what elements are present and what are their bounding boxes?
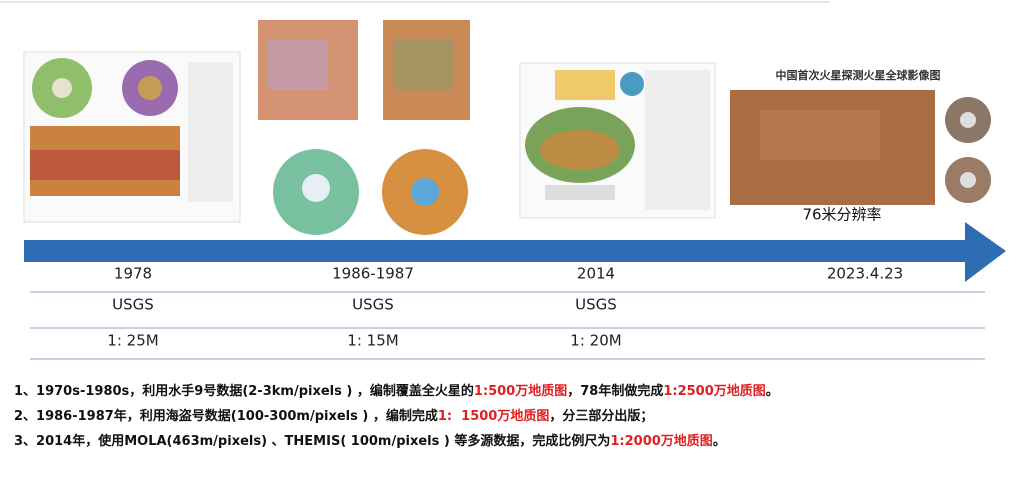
note-text: 1、1970s-1980s，利用水手9号数据(2-3km/pixels ) ，编… xyxy=(14,384,474,399)
scale-label: 1: 20M xyxy=(570,332,621,350)
map-2023: 中国首次火星探测火星全球影像图 76米分辨率 xyxy=(730,68,991,224)
timeline-date: 2023.4.23 xyxy=(827,265,903,283)
agency-label: USGS xyxy=(112,296,154,314)
map-1978 xyxy=(23,51,241,223)
note-text: 。 xyxy=(712,434,726,449)
image-caption: 76米分辨率 xyxy=(802,206,881,224)
map-2014 xyxy=(519,62,716,219)
note-line: 3、2014年，使用MOLA(463m/pixels) 、THEMIS( 100… xyxy=(14,430,726,449)
note-line: 1、1970s-1980s，利用水手9号数据(2-3km/pixels ) ，编… xyxy=(14,380,779,399)
agency-label: USGS xyxy=(352,296,394,314)
agency-label: USGS xyxy=(575,296,617,314)
note-text: 。 xyxy=(765,384,779,399)
note-line: 2、1986-1987年，利用海盗号数据(100-300m/pixels ) ，… xyxy=(14,405,653,424)
image-title: 中国首次火星探测火星全球影像图 xyxy=(776,68,941,82)
scale-label: 1: 25M xyxy=(107,332,158,350)
note-text: ，分三部分出版； xyxy=(549,409,654,424)
scale-label: 1: 15M xyxy=(347,332,398,350)
note-text: 3、2014年，使用MOLA(463m/pixels) 、THEMIS( 100… xyxy=(14,434,611,449)
note-text: ，78年制做完成 xyxy=(567,384,664,399)
note-highlight: 1:500万地质图 xyxy=(473,384,568,399)
timeline-arrow xyxy=(24,222,1006,282)
note-highlight: 1:2500万地质图 xyxy=(663,384,766,399)
note-text: 2、1986-1987年，利用海盗号数据(100-300m/pixels ) ，… xyxy=(14,409,438,424)
note-highlight: 1:2000万地质图 xyxy=(610,434,713,449)
note-highlight: 1: 1500万地质图 xyxy=(437,409,550,424)
timeline-date: 2014 xyxy=(577,265,615,283)
timeline-date: 1986-1987 xyxy=(332,265,414,283)
timeline-date: 1978 xyxy=(114,265,152,283)
map-1986 xyxy=(258,20,470,235)
